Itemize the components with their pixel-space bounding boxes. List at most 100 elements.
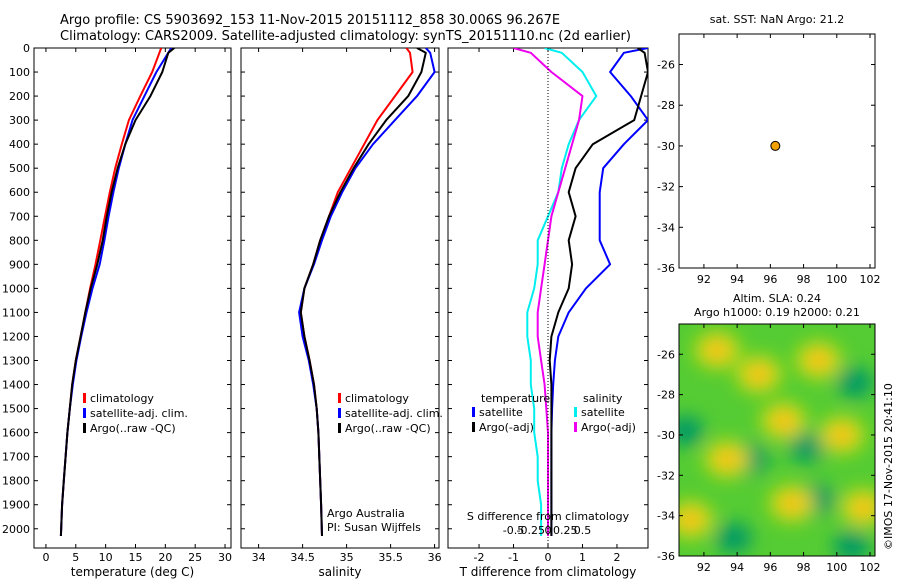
sla-xtick-label: 94: [730, 561, 744, 574]
location-xtick-label: 96: [763, 273, 777, 286]
sla-peak-cell: [853, 498, 874, 517]
y-tick-label: 1200: [2, 330, 30, 343]
diff-legend-0-swatch: [472, 407, 475, 417]
y-tick-label: 100: [9, 66, 30, 79]
sla-peak-cell: [707, 341, 728, 360]
salinity-xtick-label: 36: [428, 551, 442, 564]
location-xtick-label: 94: [730, 273, 744, 286]
temperature-legend-0-label: climatology: [90, 392, 154, 405]
salinity-legend-0-label: climatology: [345, 392, 409, 405]
sla-ytick-label: -28: [657, 389, 675, 402]
y-tick-label: 1000: [2, 282, 30, 295]
s-diff-tick-label: -0.25: [517, 524, 545, 537]
y-tick-label: 1400: [2, 379, 30, 392]
sla-title: Altim. SLA: 0.24: [733, 292, 821, 305]
sla-ytick-label: -32: [657, 469, 675, 482]
sla-ytick-label: -34: [657, 510, 675, 523]
difference-xtick-label: -1: [508, 551, 519, 564]
sla-subtitle: Argo h1000: 0.19 h2000: 0.21: [694, 306, 860, 319]
sla-peak-cell: [781, 494, 802, 513]
salinity-legend-1-label: satellite-adj. clim.: [345, 407, 443, 420]
sla-ytick-label: -36: [657, 550, 675, 563]
sla-peak-cell: [831, 425, 852, 444]
y-tick-label: 500: [9, 162, 30, 175]
sla-peak-cell: [773, 411, 794, 430]
temperature-series-2: [59, 48, 175, 537]
location-xtick-label: 98: [797, 273, 811, 286]
salinity-legend-2-swatch: [338, 423, 341, 433]
temperature-legend-0-swatch: [83, 393, 86, 403]
difference-series-group: [513, 48, 648, 536]
temperature-series-group: [59, 48, 175, 537]
location-frame: [678, 33, 876, 269]
salinity-xtick-label: 35: [340, 551, 354, 564]
salinity-legend-2-label: Argo(..raw -QC): [345, 422, 431, 435]
salinity-series-2: [299, 48, 427, 537]
y-tick-label: 900: [9, 258, 30, 271]
y-tick-label: 200: [9, 90, 30, 103]
temperature-legend-2-swatch: [83, 423, 86, 433]
salinity-series-0: [299, 48, 414, 537]
y-tick-label: 700: [9, 210, 30, 223]
s-diff-tick-label: 0: [545, 524, 552, 537]
temperature-xtick-label: 0: [42, 551, 49, 564]
diff-legend-3-swatch: [574, 422, 577, 432]
difference-xtick-label: 1: [579, 551, 586, 564]
difference-xtick-label: 0: [545, 551, 552, 564]
diff-legend-header-salinity: salinity: [583, 392, 623, 405]
difference-series-2: [526, 48, 598, 536]
sla-xtick-label: 102: [860, 561, 881, 574]
temperature-series-0: [59, 48, 163, 537]
sla-peak-cell: [717, 450, 738, 469]
temperature-xtick-label: 5: [72, 551, 79, 564]
location-ytick-label: -28: [657, 99, 675, 112]
annotation-argo-australia: Argo Australia: [327, 507, 405, 520]
temperature-xtick-label: 10: [99, 551, 113, 564]
sla-heatmap: [679, 324, 875, 556]
sla-xtick-label: 96: [763, 561, 777, 574]
sla-ytick-label: -26: [657, 348, 675, 361]
sla-xtick-label: 100: [826, 561, 847, 574]
sla-ytick-label: -30: [657, 429, 675, 442]
y-tick-label: 1100: [2, 306, 30, 319]
salinity-xtick-label: 35.5: [378, 551, 403, 564]
salinity-xlabel: salinity: [318, 565, 361, 579]
salinity-legend-0-swatch: [338, 393, 341, 403]
annotation-pi: PI: Susan Wijffels: [327, 521, 421, 534]
location-ytick-label: -34: [657, 221, 675, 234]
diff-legend-1-swatch: [472, 422, 475, 432]
s-diff-tick-label: 0.25: [553, 524, 578, 537]
argo-location-point: [770, 140, 781, 151]
sla-low-cell: [715, 522, 752, 553]
s-diff-tick-label: 0.5: [574, 524, 592, 537]
y-tick-label: 1700: [2, 451, 30, 464]
y-tick-label: 1600: [2, 427, 30, 440]
s-diff-label: S difference from climatology: [467, 510, 630, 523]
y-tick-label: 300: [9, 114, 30, 127]
salinity-xtick-label: 34.5: [290, 551, 315, 564]
temperature-legend-2-label: Argo(..raw -QC): [90, 422, 176, 435]
temperature-xtick-label: 15: [128, 551, 142, 564]
y-tick-label: 400: [9, 138, 30, 151]
location-xtick-label: 100: [826, 273, 847, 286]
sla-low-cell: [679, 415, 704, 446]
location-ytick-label: -36: [657, 262, 675, 275]
y-tick-label: 0: [23, 42, 30, 55]
sla-peak-cell: [808, 351, 829, 370]
sla-xtick-label: 92: [697, 561, 711, 574]
sla-frame: [678, 323, 876, 557]
location-xtick-label: 102: [860, 273, 881, 286]
sla-xtick-label: 98: [797, 561, 811, 574]
header-line-2: Climatology: CARS2009. Satellite-adjuste…: [60, 29, 631, 44]
diff-legend-2-label: satellite: [581, 406, 625, 419]
diff-legend-header-temperature: temperature: [481, 392, 550, 405]
diff-legend-0-label: satellite: [479, 406, 523, 419]
s-diff-tick-label: -0.5: [503, 524, 524, 537]
location-ytick-label: -30: [657, 140, 675, 153]
location-ytick-label: -26: [657, 59, 675, 72]
salinity-xtick-label: 34: [252, 551, 266, 564]
difference-series-1: [548, 48, 648, 536]
location-xtick-label: 92: [697, 273, 711, 286]
sla-low-cell: [788, 432, 825, 463]
salinity-legend-1-swatch: [338, 408, 341, 418]
